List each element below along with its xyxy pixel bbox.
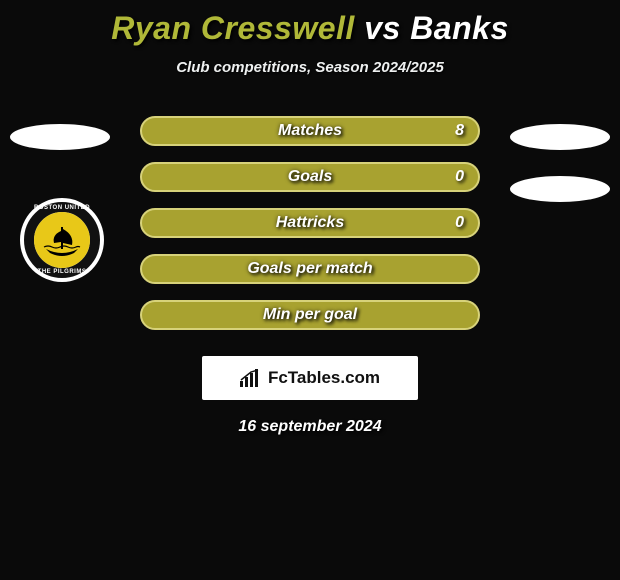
stat-value: 0 [455, 168, 464, 186]
ship-icon [42, 223, 82, 257]
club-badge: BOSTON UNITED THE PILGRIMS [20, 198, 104, 282]
watermark-text: FcTables.com [268, 368, 380, 388]
stat-bar: Goals per match [140, 254, 480, 284]
player-oval-right [510, 124, 610, 150]
badge-inner [34, 212, 90, 268]
badge-text-top: BOSTON UNITED [34, 205, 90, 211]
stat-label: Matches [278, 122, 342, 140]
stat-bar: Hattricks 0 [140, 208, 480, 238]
chart-icon [240, 369, 262, 387]
player-oval-right [510, 176, 610, 202]
stat-label: Hattricks [276, 214, 344, 232]
player2-name: Banks [410, 10, 509, 46]
stat-bar: Matches 8 [140, 116, 480, 146]
comparison-card: Ryan Cresswell vs Banks Club competition… [0, 0, 620, 580]
stat-label: Min per goal [263, 306, 357, 324]
subtitle: Club competitions, Season 2024/2025 [0, 59, 620, 76]
date-text: 16 september 2024 [0, 418, 620, 436]
stat-bar: Goals 0 [140, 162, 480, 192]
player-oval-left [10, 124, 110, 150]
stat-bar: Min per goal [140, 300, 480, 330]
stat-value: 8 [455, 122, 464, 140]
stat-label: Goals per match [247, 260, 372, 278]
badge-outer: BOSTON UNITED THE PILGRIMS [20, 198, 104, 282]
badge-text-bottom: THE PILGRIMS [38, 269, 87, 275]
player1-name: Ryan Cresswell [111, 10, 355, 46]
page-title: Ryan Cresswell vs Banks [0, 0, 620, 47]
vs-text: vs [364, 10, 401, 46]
stat-value: 0 [455, 214, 464, 232]
watermark: FcTables.com [202, 356, 418, 400]
stat-label: Goals [288, 168, 332, 186]
stat-row: Min per goal [0, 300, 620, 346]
